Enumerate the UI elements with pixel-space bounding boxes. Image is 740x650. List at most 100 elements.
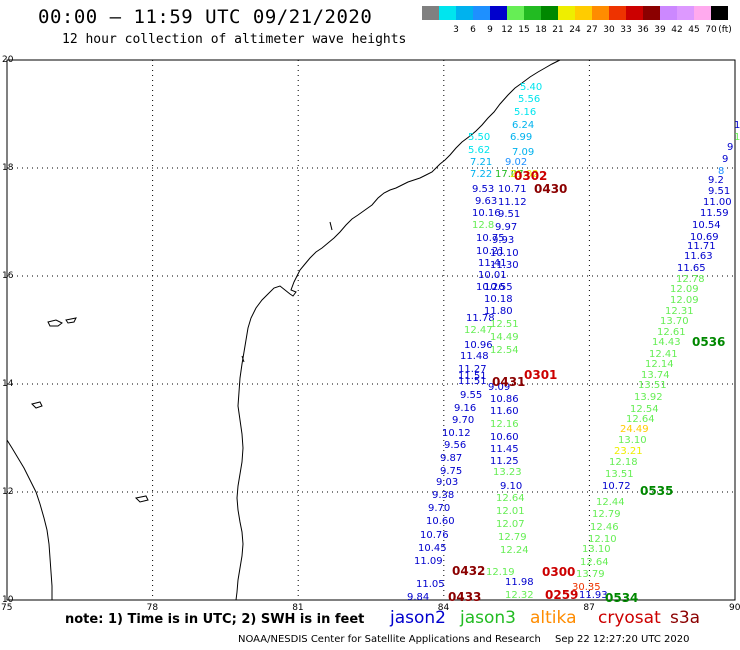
wave-height-label: 13.79 xyxy=(576,569,605,580)
wave-height-label: 12.8 xyxy=(472,220,494,231)
legend-tick-label: 12 xyxy=(501,25,513,35)
legend-swatch xyxy=(422,6,439,20)
wave-height-label: 12.24 xyxy=(500,545,529,556)
legend-swatch xyxy=(643,6,660,20)
island-small-2 xyxy=(65,317,77,324)
wave-height-label: 11.59 xyxy=(700,208,729,219)
wave-height-label: 10.01 xyxy=(478,270,507,281)
wave-height-label: 13.51 xyxy=(638,380,667,391)
island-small-4 xyxy=(134,495,149,503)
wave-height-label: 9.02 xyxy=(505,157,527,168)
wave-height-label: 10.21 xyxy=(476,246,505,257)
wave-height-label: 12.79 xyxy=(592,509,621,520)
wave-height-label: 9.53 xyxy=(472,184,494,195)
legend-swatch xyxy=(609,6,626,20)
lon-tick-label: 81 xyxy=(292,603,304,613)
legend-tick-label: 39 xyxy=(654,25,666,35)
wave-height-label: 12.44 xyxy=(596,497,625,508)
legend-swatch xyxy=(558,6,575,20)
wave-height-label: 8 xyxy=(718,166,724,177)
wave-height-label: 10.69 xyxy=(690,232,719,243)
pass-time-label: 0536 xyxy=(692,335,725,349)
pass-time-label: 0534 xyxy=(605,591,638,605)
coastline-north xyxy=(235,59,561,601)
lat-tick-label: 14 xyxy=(2,379,14,389)
wave-height-label: 13.70 xyxy=(660,316,689,327)
legend-tick-label: 3 xyxy=(453,25,459,35)
wave-height-label: 12.54 xyxy=(490,345,519,356)
legend-tick-label: 30 xyxy=(603,25,615,35)
lon-tick-label: 78 xyxy=(146,603,159,613)
pass-time-label: 0302 xyxy=(514,169,547,183)
legend-swatch xyxy=(456,6,473,20)
wave-height-label: 12.31 xyxy=(665,306,694,317)
wave-height-label: 14.43 xyxy=(652,337,681,348)
wave-height-label: 9.10 xyxy=(500,481,522,492)
legend-swatch xyxy=(575,6,592,20)
wave-height-label: 13.23 xyxy=(493,467,522,478)
legend-swatch xyxy=(592,6,609,20)
lat-lon-grid xyxy=(7,60,735,600)
wave-height-label: 5.16 xyxy=(514,107,536,118)
wave-height-label: 12.64 xyxy=(496,493,525,504)
satellite-altika-label: altika xyxy=(530,608,577,628)
wave-height-label: 10.76 xyxy=(420,530,449,541)
legend-unit-label: (ft) xyxy=(718,25,732,35)
wave-height-label: 9.70 xyxy=(428,503,450,514)
wave-height-label: 11.05 xyxy=(416,579,445,590)
island-small-6 xyxy=(241,355,245,363)
wave-height-label: 11.48 xyxy=(460,351,489,362)
wave-height-label: 11.51 xyxy=(458,371,487,382)
island-small-5 xyxy=(329,221,333,231)
wave-height-label: 9.16 xyxy=(454,403,476,414)
lat-tick-label: 10 xyxy=(2,595,14,605)
wave-height-label: 11.27 xyxy=(458,364,487,375)
wave-height-label: 11.12 xyxy=(498,197,527,208)
wave-height-label: 12.32 xyxy=(505,590,534,601)
legend-swatch xyxy=(660,6,677,20)
wave-height-label: 11.98 xyxy=(505,577,534,588)
wave-height-label: 12.18 xyxy=(609,457,638,468)
wave-height-label: 10.60 xyxy=(490,432,519,443)
lat-tick-label: 18 xyxy=(2,163,14,173)
satellite-cryosat-label: cryosat xyxy=(598,608,661,628)
wave-height-label: 10.54 xyxy=(692,220,721,231)
wave-height-label: 10.26 xyxy=(476,282,505,293)
wave-height-label: 23.21 xyxy=(614,446,643,457)
legend-tick-label: 36 xyxy=(637,25,649,35)
pass-time-label: 0430 xyxy=(534,182,567,196)
legend-tick-label: 24 xyxy=(569,25,581,35)
pass-time-label: 0535 xyxy=(640,484,673,498)
legend-swatch xyxy=(439,6,456,20)
note-text: note: 1) Time is in UTC; 2) SWH is in fe… xyxy=(65,612,365,627)
wave-height-label: 13.10 xyxy=(582,544,611,555)
footer-credit: NOAA/NESDIS Center for Satellite Applica… xyxy=(238,634,541,645)
pass-time-label: 0433 xyxy=(448,590,481,604)
wave-height-label: 24.49 xyxy=(620,424,649,435)
wave-height-label: 12.61 xyxy=(657,327,686,338)
satellite-jason3-label: jason3 xyxy=(460,608,516,628)
pass-time-label: 0300 xyxy=(542,565,575,579)
wave-height-label: 5.62 xyxy=(468,145,490,156)
wave-height-label: 30.35 xyxy=(572,582,601,593)
wave-height-label: 12.09 xyxy=(670,295,699,306)
wave-height-label: 7.22 xyxy=(470,169,492,180)
page-title: 00:00 – 11:59 UTC 09/21/2020 xyxy=(38,6,373,28)
legend-swatch xyxy=(626,6,643,20)
wave-height-label: 11.65 xyxy=(677,263,706,274)
wave-height-label: 12.46 xyxy=(590,522,619,533)
wave-height-label: 9.97 xyxy=(495,222,517,233)
wave-height-label: 12.06 xyxy=(734,132,740,143)
legend-tick-label: 27 xyxy=(586,25,598,35)
wave-height-label: 13.92 xyxy=(634,392,663,403)
wave-height-label: 9.03 xyxy=(436,477,458,488)
lat-tick-label: 20 xyxy=(2,55,14,65)
wave-height-label: 12.09 xyxy=(670,284,699,295)
wave-height-label: 12.10 xyxy=(588,534,617,545)
wave-height-label: 11.41 xyxy=(478,258,507,269)
lon-tick-label: 84 xyxy=(437,603,450,613)
wave-height-label: 10.18 xyxy=(484,294,513,305)
wave-height-label: 9.87 xyxy=(440,453,462,464)
wave-height-label: 10.16 xyxy=(472,208,501,219)
